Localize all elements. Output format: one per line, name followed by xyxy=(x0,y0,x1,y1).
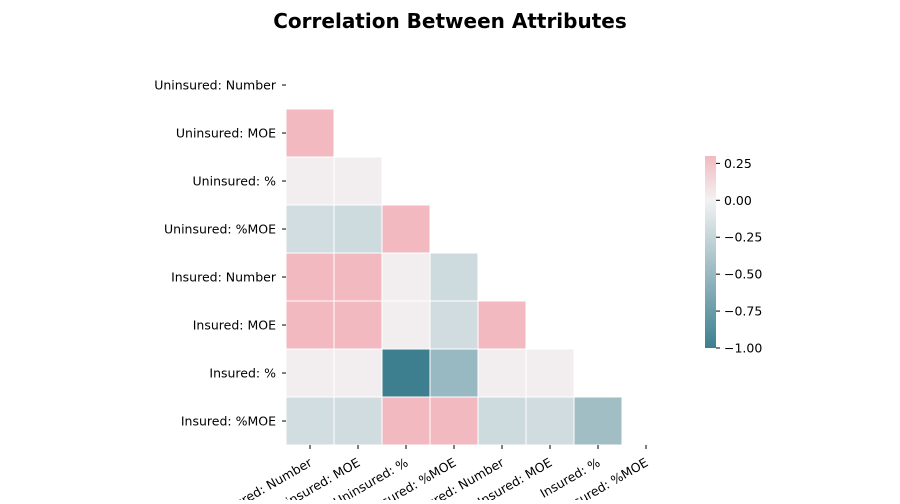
heatmap-cell xyxy=(381,396,431,446)
heatmap-cell xyxy=(285,204,335,254)
heatmap-cell xyxy=(477,300,527,350)
heatmap-cell xyxy=(285,156,335,206)
heatmap-cell xyxy=(525,348,575,398)
heatmap-cell xyxy=(381,348,431,398)
heatmap-cell xyxy=(429,348,479,398)
colorbar-tick-label: −0.75 xyxy=(724,304,762,319)
heatmap-cell xyxy=(285,252,335,302)
colorbar: 0.25 0.00 −0.25 −0.50 −0.75 −1.00 xyxy=(705,156,762,356)
heatmap-cell xyxy=(285,348,335,398)
heatmap-cell xyxy=(333,396,383,446)
heatmap-cell xyxy=(285,300,335,350)
heatmap-cell xyxy=(333,300,383,350)
colorbar-tick-label: −0.50 xyxy=(724,267,762,282)
heatmap-cell xyxy=(429,396,479,446)
heatmap-cell xyxy=(477,348,527,398)
y-tick-label: Uninsured: %MOE xyxy=(164,222,276,237)
heatmap-cell xyxy=(333,204,383,254)
colorbar-tick-label: 0.25 xyxy=(724,156,752,171)
heatmap-cell xyxy=(525,396,575,446)
heatmap-cell xyxy=(429,252,479,302)
heatmap-cells xyxy=(285,108,623,446)
colorbar-gradient xyxy=(705,156,716,348)
y-tick-label: Insured: Number xyxy=(171,270,277,285)
heatmap-cell xyxy=(285,396,335,446)
heatmap-cell xyxy=(381,252,431,302)
heatmap-cell xyxy=(333,252,383,302)
y-axis: Uninsured: Number Uninsured: MOE Uninsured… xyxy=(154,78,286,429)
heatmap-cell xyxy=(573,396,623,446)
y-tick-label: Uninsured: Number xyxy=(154,78,277,93)
colorbar-tick-label: −0.25 xyxy=(724,230,762,245)
heatmap-cell xyxy=(285,108,335,158)
heatmap-cell xyxy=(381,300,431,350)
heatmap-cell xyxy=(429,300,479,350)
y-tick-label: Insured: % xyxy=(209,366,276,381)
y-tick-label: Insured: MOE xyxy=(193,318,276,333)
heatmap-cell xyxy=(477,396,527,446)
heatmap-cell xyxy=(381,204,431,254)
y-tick-label: Uninsured: MOE xyxy=(176,126,276,141)
colorbar-tick-label: 0.00 xyxy=(724,193,752,208)
chart-title: Correlation Between Attributes xyxy=(273,9,627,33)
y-tick-label: Uninsured: % xyxy=(193,174,277,189)
heatmap-cell xyxy=(333,156,383,206)
y-tick-label: Insured: %MOE xyxy=(181,414,276,429)
colorbar-tick-label: −1.00 xyxy=(724,341,762,356)
heatmap-cell xyxy=(333,348,383,398)
